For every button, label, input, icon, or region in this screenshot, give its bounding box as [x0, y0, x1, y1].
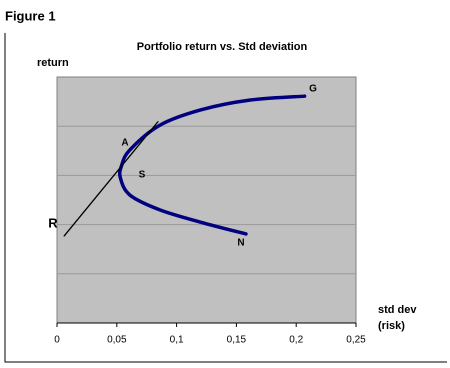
x-tick-label: 0,25	[346, 335, 366, 346]
x-tick-label: 0,05	[107, 335, 127, 346]
x-tick-label: 0	[54, 335, 60, 346]
plot-area	[56, 76, 357, 324]
chart-title: Portfolio return vs. Std deviation	[137, 41, 308, 53]
x-tick-label: 0,2	[289, 335, 303, 346]
figure-label: Figure 1	[5, 8, 56, 23]
x-axis-label: (risk)	[378, 320, 405, 332]
x-axis-label: std dev	[378, 304, 417, 316]
x-tick-label: 0,1	[170, 335, 184, 346]
annotation: S	[139, 170, 146, 181]
chart-frame	[4, 33, 447, 363]
y-axis-label: return	[37, 57, 69, 69]
annotation: G	[309, 84, 317, 95]
x-tick-label: 0,15	[227, 335, 247, 346]
annotation: R	[48, 215, 58, 230]
annotation: A	[121, 138, 128, 149]
tangent-line	[63, 121, 159, 237]
annotation: N	[237, 238, 244, 249]
